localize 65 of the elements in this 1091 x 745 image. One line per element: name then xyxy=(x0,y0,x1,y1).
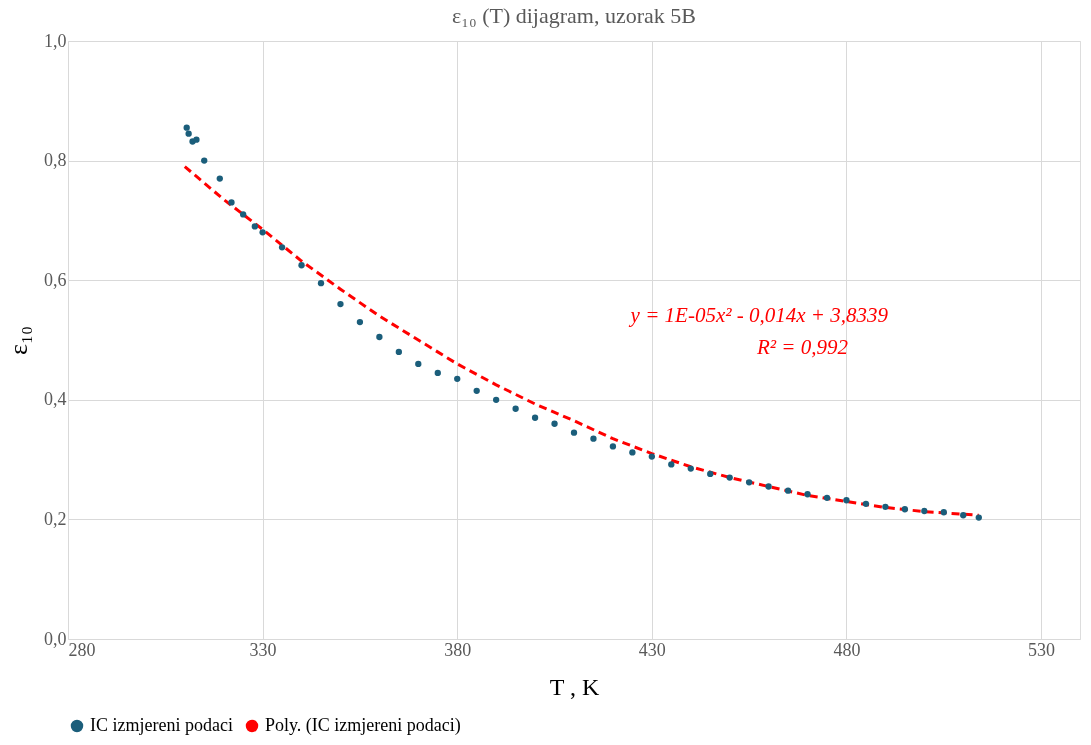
point xyxy=(512,405,519,412)
point xyxy=(216,175,223,182)
point xyxy=(531,414,539,421)
point xyxy=(823,494,831,502)
x-tick-label: 330 xyxy=(249,639,277,660)
point xyxy=(745,479,753,486)
point xyxy=(356,318,364,326)
point xyxy=(317,280,325,287)
point xyxy=(259,229,266,236)
x-tick-label: 530 xyxy=(1028,639,1056,660)
point xyxy=(687,465,694,472)
point xyxy=(473,387,480,394)
legend-label: IC izmjereni podaci xyxy=(90,715,233,735)
point xyxy=(228,199,235,206)
point xyxy=(337,300,344,308)
y-tick-label: 0,2 xyxy=(44,508,67,529)
point xyxy=(278,244,286,251)
annotation: R² = 0,992 xyxy=(755,335,849,359)
point xyxy=(298,262,305,269)
point xyxy=(376,333,383,341)
point xyxy=(975,514,982,521)
point xyxy=(454,375,461,383)
y-tick-label: 0,0 xyxy=(44,628,67,649)
legend-label: Poly. (IC izmjereni podaci) xyxy=(265,715,461,736)
point xyxy=(395,348,403,356)
point xyxy=(784,487,792,494)
point xyxy=(251,223,258,230)
y-axis-title: ε₁₀ xyxy=(4,325,33,356)
point xyxy=(239,211,247,218)
point xyxy=(609,443,617,450)
point xyxy=(862,500,870,508)
y-tick-label: 1,0 xyxy=(44,30,67,51)
point xyxy=(629,449,636,456)
point xyxy=(765,483,772,490)
point xyxy=(193,136,200,143)
point xyxy=(668,461,675,468)
x-tick-label: 380 xyxy=(444,639,472,660)
point xyxy=(843,497,850,504)
point xyxy=(590,435,597,442)
point xyxy=(201,157,208,164)
point xyxy=(901,506,909,513)
point xyxy=(434,369,441,377)
point xyxy=(882,503,889,510)
y-tick-label: 0,8 xyxy=(44,150,67,171)
point xyxy=(183,124,190,131)
chart-title: ε₁₀ (T) dijagram, uzorak 5B xyxy=(452,3,696,28)
point xyxy=(185,130,192,137)
y-tick-label: 0,4 xyxy=(44,389,67,410)
point xyxy=(726,474,733,481)
point xyxy=(960,512,967,519)
y-tick-label: 0,6 xyxy=(44,269,67,290)
point xyxy=(415,360,422,368)
x-tick-label: 280 xyxy=(68,639,96,660)
point xyxy=(551,420,558,427)
point xyxy=(940,509,947,516)
point xyxy=(570,429,578,436)
point xyxy=(492,396,500,403)
point xyxy=(804,491,811,498)
point xyxy=(648,453,656,460)
x-tick-label: 430 xyxy=(638,639,666,660)
point xyxy=(921,507,928,515)
x-axis-title: T , K xyxy=(549,673,600,700)
point xyxy=(707,470,714,478)
annotation: y = 1E-05x² - 0,014x + 3,8339 xyxy=(628,303,889,327)
x-tick-label: 480 xyxy=(833,639,861,660)
